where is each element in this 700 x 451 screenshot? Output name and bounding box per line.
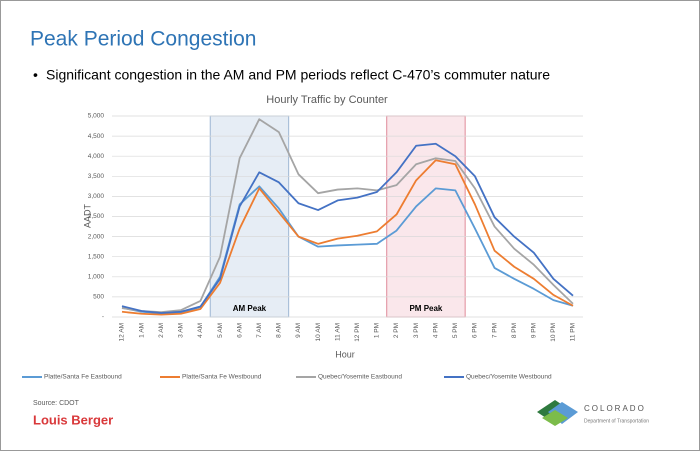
- x-tick-label: 3 PM: [413, 323, 420, 338]
- bullet-text: Significant congestion in the AM and PM …: [46, 67, 550, 83]
- x-tick-label: 7 AM: [256, 323, 263, 338]
- peak-label: AM Peak: [233, 304, 267, 313]
- legend-label: Platte/Santa Fe Eastbound: [44, 374, 122, 381]
- y-tick-label: 4,000: [88, 153, 105, 160]
- y-tick-label: 1,000: [88, 274, 105, 281]
- logo-right-subtitle: Department of Transportation: [584, 418, 649, 424]
- bullet-dot: •: [33, 67, 38, 83]
- x-tick-label: 5 AM: [217, 323, 224, 338]
- y-tick-label: 500: [93, 294, 104, 301]
- logo-right-icon: [537, 400, 578, 426]
- x-tick-label: 10 AM: [315, 323, 322, 341]
- y-tick-label: 4,500: [88, 133, 105, 140]
- x-tick-label: 7 PM: [491, 323, 498, 338]
- x-tick-label: 9 PM: [531, 323, 538, 338]
- y-tick-label: 5,000: [88, 113, 105, 120]
- x-tick-label: 9 AM: [295, 323, 302, 338]
- y-tick-label: 2,500: [88, 213, 105, 220]
- series-line: [121, 142, 574, 314]
- x-tick-label: 12 AM: [119, 323, 126, 341]
- y-tick-label: 3,000: [88, 193, 105, 200]
- x-tick-label: 6 AM: [236, 323, 243, 338]
- logo-right-name: COLORADO: [584, 404, 646, 413]
- x-tick-label: 6 PM: [472, 323, 479, 338]
- y-axis-label: AADT: [82, 204, 92, 229]
- x-tick-label: 11 AM: [334, 323, 341, 341]
- x-tick-label: 8 AM: [276, 323, 283, 338]
- x-tick-label: 2 AM: [158, 323, 165, 338]
- source: Source: CDOT: [33, 400, 80, 407]
- legend-label: Quebec/Yosemite Eastbound: [318, 374, 402, 381]
- x-tick-label: 1 PM: [374, 323, 381, 338]
- y-tick-label: -: [102, 314, 104, 321]
- x-tick-label: 10 PM: [550, 323, 557, 342]
- x-tick-label: 3 AM: [178, 323, 185, 338]
- legend-label: Platte/Santa Fe Westbound: [182, 374, 262, 381]
- x-tick-label: 5 PM: [452, 323, 459, 338]
- x-tick-label: 11 PM: [570, 323, 577, 341]
- peak-label: PM Peak: [409, 304, 442, 313]
- legend-label: Quebec/Yosemite Westbound: [466, 374, 552, 381]
- x-tick-label: 4 AM: [197, 323, 204, 338]
- y-tick-label: 2,000: [88, 233, 105, 240]
- chart-title: Hourly Traffic by Counter: [266, 94, 388, 106]
- y-tick-label: 1,500: [88, 253, 105, 260]
- series-line: [121, 159, 574, 316]
- x-tick-label: 2 PM: [393, 323, 400, 338]
- x-tick-label: 4 PM: [432, 323, 439, 338]
- slide-title: Peak Period Congestion: [30, 28, 256, 51]
- x-tick-label: 8 PM: [511, 323, 518, 338]
- x-tick-label: 12 PM: [354, 323, 361, 342]
- series-line: [121, 118, 574, 314]
- logo-left: Louis Berger: [33, 412, 113, 427]
- y-tick-label: 3,500: [88, 173, 105, 180]
- x-axis-label: Hour: [335, 349, 355, 359]
- x-tick-label: 1 AM: [138, 323, 145, 338]
